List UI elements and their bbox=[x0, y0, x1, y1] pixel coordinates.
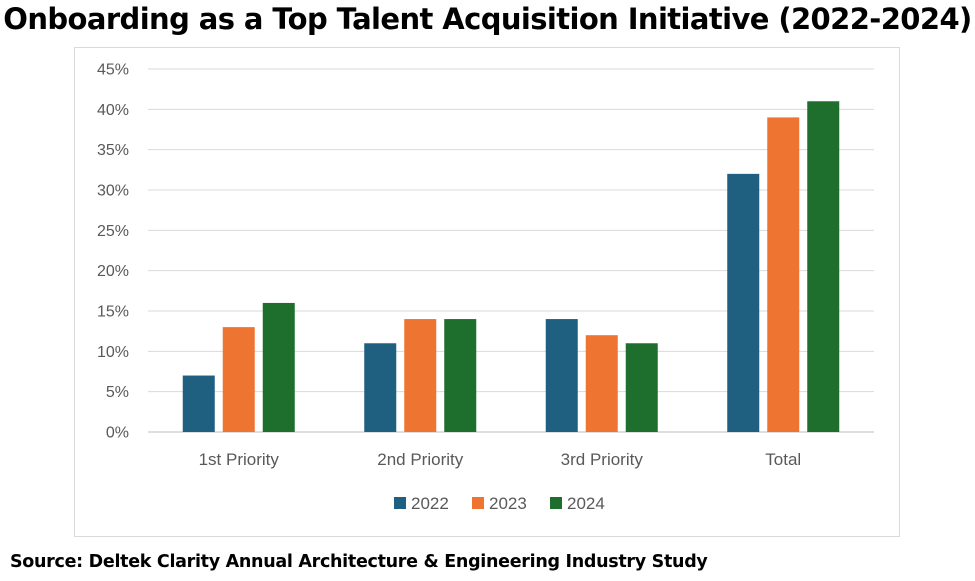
y-tick-label: 0% bbox=[106, 425, 129, 442]
bar-2023-2nd-priority bbox=[404, 319, 437, 432]
legend: 2022 2023 2024 bbox=[394, 494, 605, 513]
bar-2023-3rd-priority bbox=[585, 335, 618, 432]
legend-swatch-2022 bbox=[394, 497, 406, 509]
y-tick-label: 45% bbox=[97, 62, 129, 79]
bar-2022-total bbox=[727, 173, 760, 432]
chart-title: Onboarding as a Top Talent Acquisition I… bbox=[3, 2, 972, 36]
y-tick-label: 40% bbox=[97, 102, 129, 119]
legend-label-2022: 2022 bbox=[411, 494, 449, 513]
bar-2024-2nd-priority bbox=[444, 319, 477, 432]
chart-frame bbox=[74, 47, 900, 537]
y-tick-label: 30% bbox=[97, 183, 129, 200]
legend-label-2023: 2023 bbox=[489, 494, 527, 513]
x-category-label: 1st Priority bbox=[199, 450, 280, 469]
bar-2024-3rd-priority bbox=[625, 343, 658, 432]
bar-2022-3rd-priority bbox=[545, 319, 578, 432]
source-note: Source: Deltek Clarity Annual Architectu… bbox=[10, 552, 708, 572]
bars bbox=[182, 101, 840, 433]
legend-swatch-2024 bbox=[550, 497, 562, 509]
x-category-label: Total bbox=[765, 450, 801, 469]
y-tick-label: 35% bbox=[97, 142, 129, 159]
bar-2022-1st-priority bbox=[182, 375, 215, 432]
bar-2024-total bbox=[807, 101, 840, 433]
x-category-label: 3rd Priority bbox=[561, 450, 644, 469]
bar-2023-total bbox=[767, 117, 800, 433]
y-axis-ticks: 0% 5% 10% 15% 20% 25% 30% 35% 40% 45% bbox=[97, 62, 129, 442]
y-tick-label: 25% bbox=[97, 223, 129, 240]
y-tick-label: 20% bbox=[97, 263, 129, 280]
legend-label-2024: 2024 bbox=[567, 494, 605, 513]
bar-2023-1st-priority bbox=[222, 327, 255, 432]
bar-2022-2nd-priority bbox=[364, 343, 397, 432]
y-tick-label: 15% bbox=[97, 304, 129, 321]
y-tick-label: 10% bbox=[97, 344, 129, 361]
legend-swatch-2023 bbox=[472, 497, 484, 509]
x-axis-categories: 1st Priority 2nd Priority 3rd Priority Tota… bbox=[199, 450, 802, 469]
gridlines bbox=[148, 68, 874, 433]
x-category-label: 2nd Priority bbox=[377, 450, 463, 469]
y-tick-label: 5% bbox=[106, 384, 129, 401]
bar-2024-1st-priority bbox=[262, 302, 295, 432]
